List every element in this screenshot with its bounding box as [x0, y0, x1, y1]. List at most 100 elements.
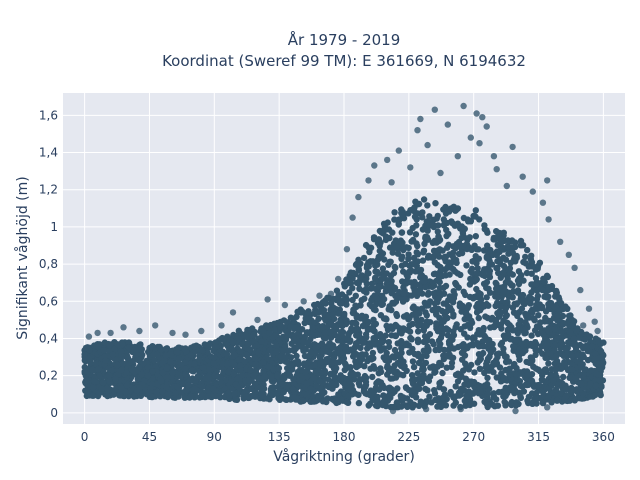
data-point: [443, 308, 450, 315]
data-point: [330, 295, 337, 303]
data-point: [336, 345, 344, 352]
data-point: [514, 330, 521, 337]
data-point: [430, 270, 438, 278]
data-point: [391, 216, 398, 223]
data-point: [337, 318, 344, 325]
data-point: [246, 346, 254, 353]
data-point: [591, 318, 598, 325]
data-point: [483, 227, 490, 234]
data-point: [492, 316, 500, 324]
data-point: [501, 398, 508, 406]
data-point: [415, 200, 423, 208]
data-point: [149, 368, 156, 375]
data-point: [493, 285, 500, 292]
data-point: [481, 369, 488, 377]
data-point: [461, 323, 468, 330]
data-point: [495, 350, 503, 357]
data-point: [237, 362, 244, 369]
data-point: [492, 279, 499, 287]
data-point: [465, 381, 472, 389]
data-point: [318, 389, 326, 397]
data-point: [316, 377, 324, 385]
data-point: [560, 373, 567, 381]
data-point: [484, 390, 492, 397]
data-point: [411, 376, 419, 383]
data-point: [260, 327, 267, 334]
data-point: [426, 393, 433, 400]
data-point: [167, 358, 174, 365]
data-point: [506, 280, 514, 287]
data-point: [186, 377, 194, 384]
data-point: [450, 332, 458, 339]
data-point: [311, 332, 318, 339]
data-point: [380, 345, 388, 352]
data-point: [596, 365, 603, 373]
data-point: [585, 305, 593, 312]
data-point: [552, 366, 560, 373]
data-point: [131, 392, 138, 400]
data-point: [578, 380, 585, 388]
data-point: [217, 378, 225, 386]
data-point: [533, 346, 540, 353]
data-point: [511, 254, 518, 261]
data-point: [535, 312, 542, 319]
data-point: [333, 397, 340, 404]
data-point: [302, 315, 309, 322]
data-point: [469, 258, 476, 265]
data-point: [271, 326, 278, 333]
data-point: [409, 358, 417, 365]
data-point: [509, 249, 516, 256]
data-point: [500, 269, 507, 276]
data-point: [556, 307, 564, 314]
data-point: [497, 303, 504, 310]
data-point: [423, 233, 431, 241]
data-point: [371, 365, 378, 372]
data-point: [504, 237, 512, 244]
data-point: [117, 367, 125, 374]
data-point: [477, 388, 484, 395]
data-point: [369, 349, 377, 357]
data-point: [553, 357, 561, 365]
data-point: [92, 360, 100, 367]
data-point: [136, 384, 143, 391]
data-point: [396, 371, 404, 378]
data-point: [466, 401, 474, 409]
data-point: [322, 335, 329, 342]
data-point: [522, 253, 529, 261]
data-point: [366, 301, 374, 308]
data-point: [423, 312, 430, 319]
data-point: [317, 358, 324, 366]
data-point: [459, 302, 466, 310]
data-point: [570, 335, 578, 342]
data-point: [487, 246, 494, 254]
data-point: [414, 250, 421, 257]
data-point: [531, 394, 539, 402]
data-point: [397, 362, 405, 369]
data-point: [407, 164, 414, 171]
data-point: [301, 352, 309, 360]
data-point: [365, 270, 372, 277]
data-point: [357, 302, 364, 309]
data-point: [403, 340, 410, 347]
data-point: [159, 369, 166, 376]
data-point: [439, 394, 447, 402]
data-point: [223, 350, 231, 358]
data-point: [343, 301, 350, 308]
data-point: [406, 229, 414, 236]
data-point: [188, 367, 195, 374]
data-point: [562, 345, 569, 353]
data-point: [190, 343, 197, 350]
data-point: [377, 365, 384, 372]
data-point: [431, 387, 438, 394]
data-point: [596, 377, 603, 384]
data-point: [400, 290, 407, 297]
data-point: [552, 335, 560, 342]
data-point: [286, 369, 293, 376]
data-point: [408, 336, 415, 343]
data-point: [377, 312, 385, 319]
data-point: [337, 329, 345, 336]
data-point: [437, 263, 444, 271]
data-point: [483, 363, 491, 370]
data-point: [426, 222, 433, 229]
data-point: [231, 390, 238, 397]
